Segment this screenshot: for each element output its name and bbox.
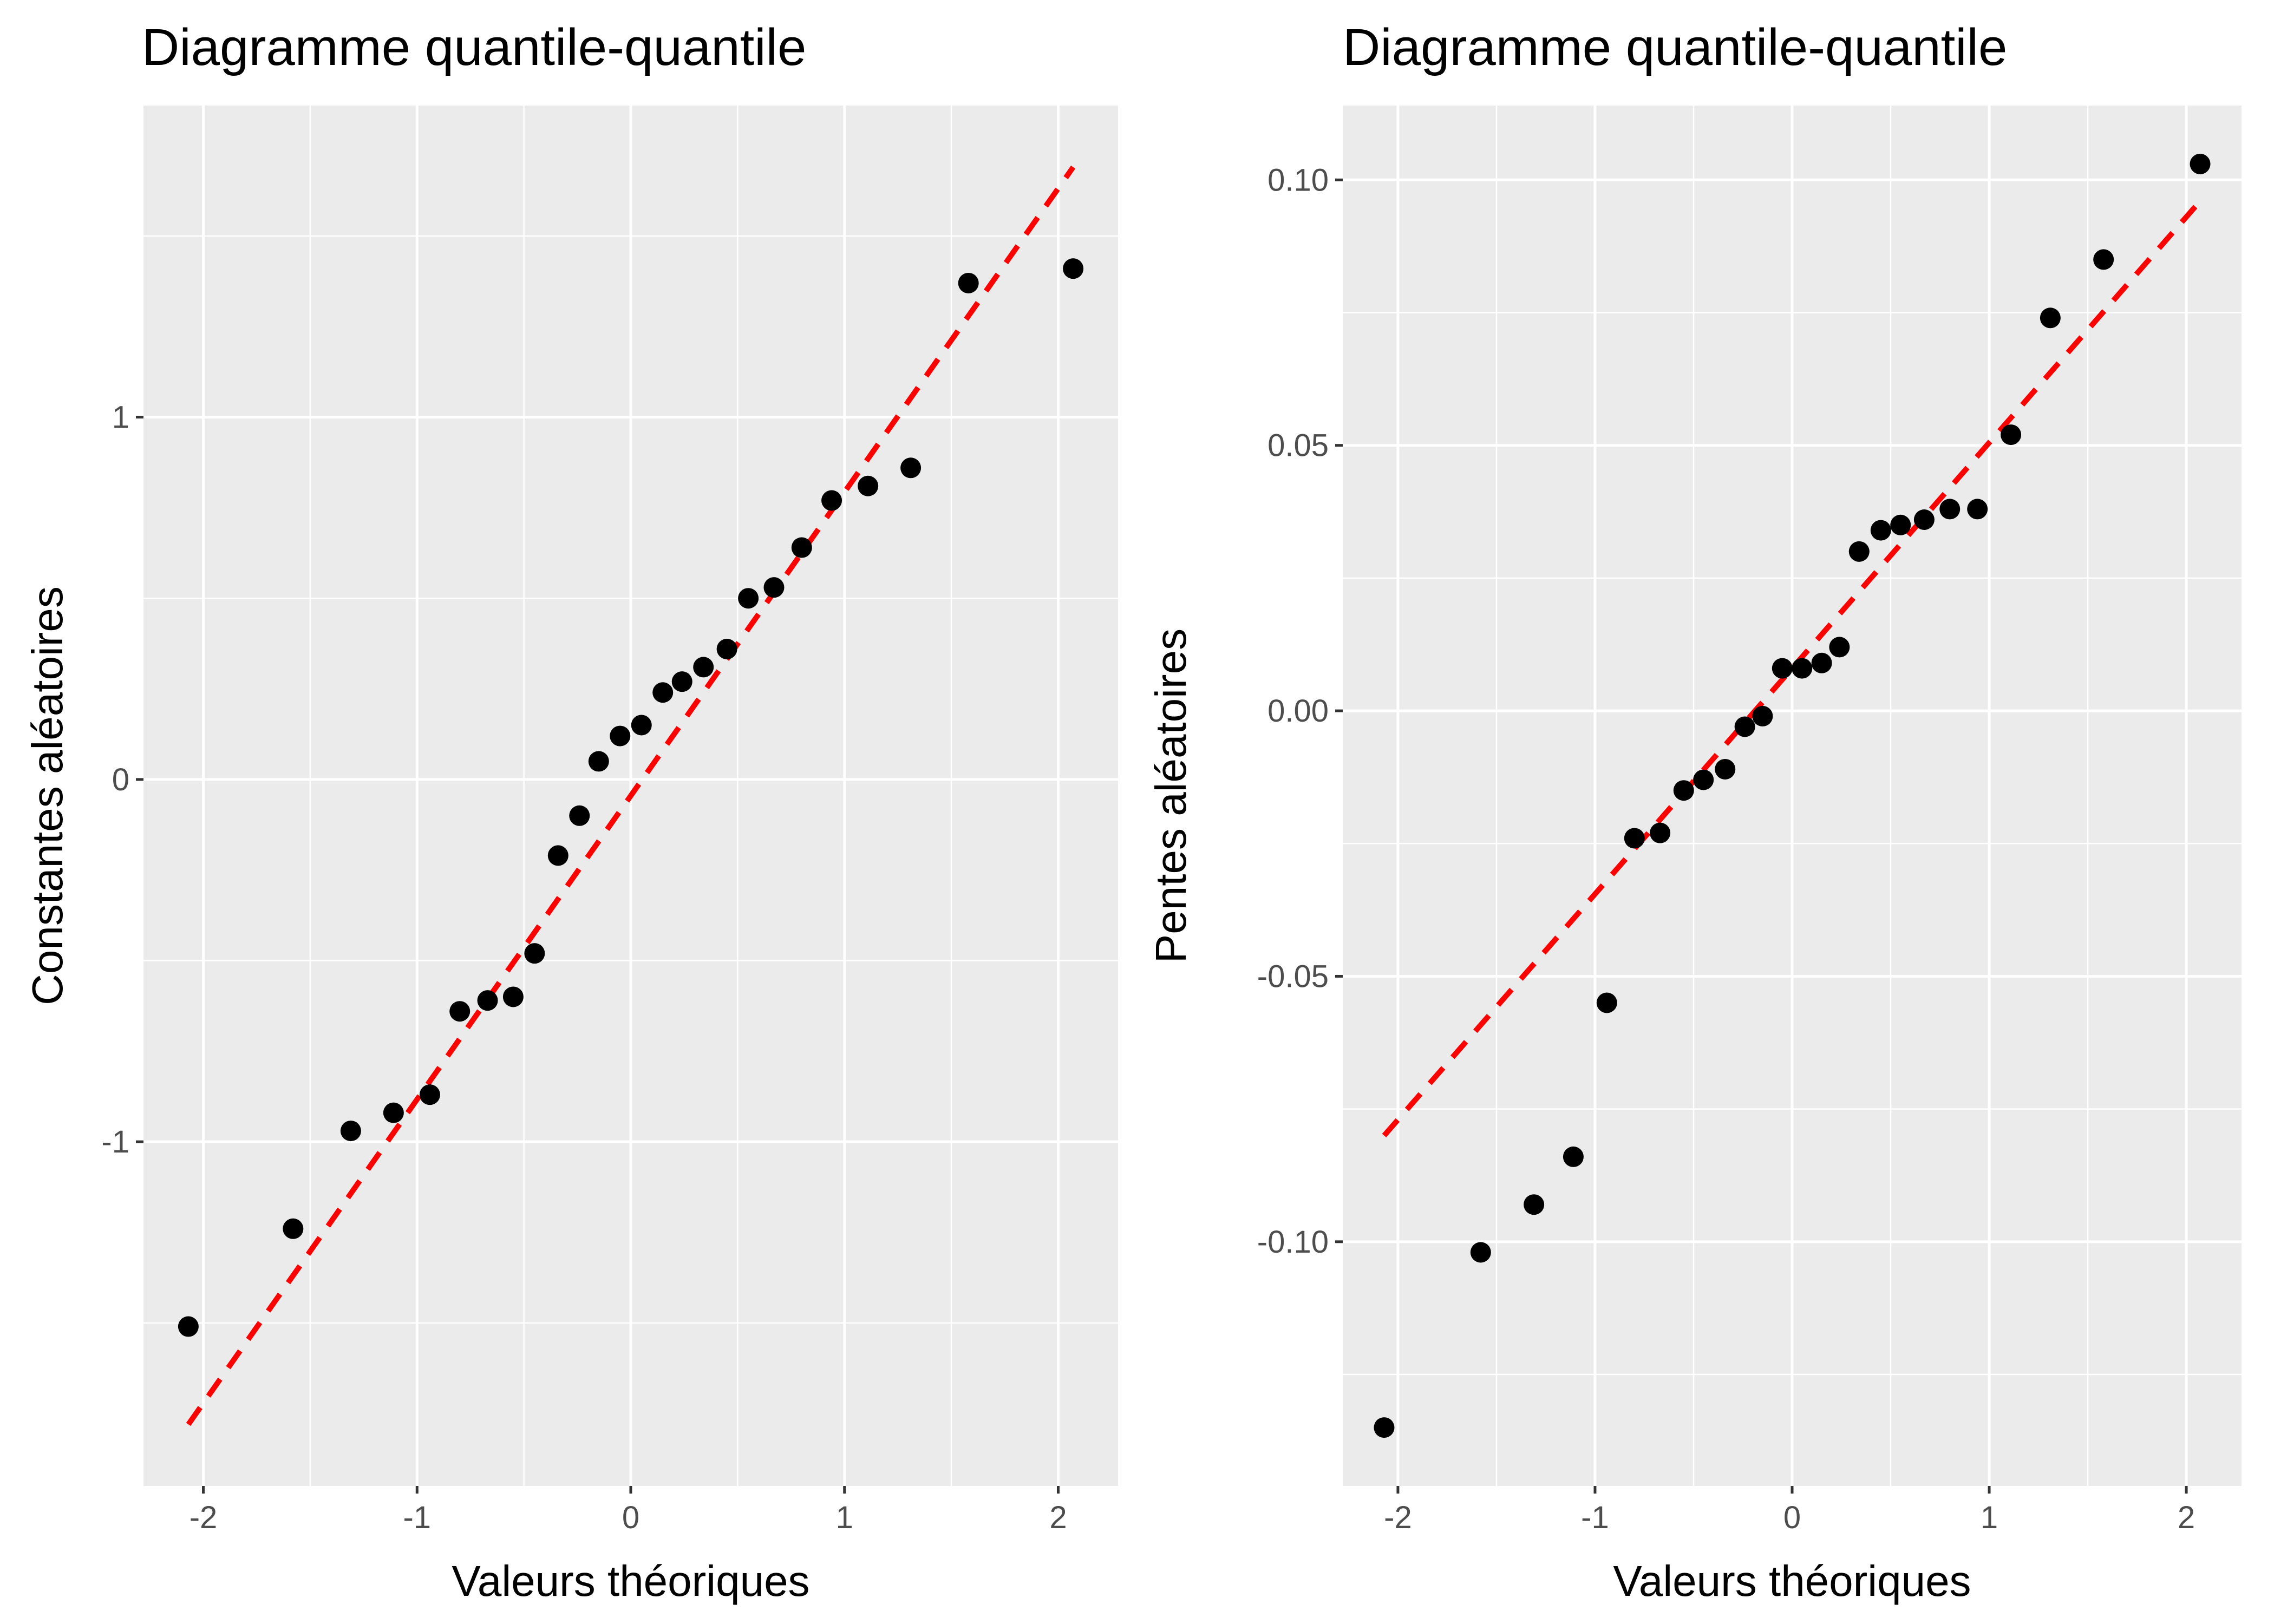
x-tick-label: -1 bbox=[403, 1500, 431, 1535]
data-point bbox=[610, 725, 631, 746]
y-tick-label: 0.00 bbox=[1267, 693, 1329, 729]
data-point bbox=[1673, 780, 1694, 801]
y-tick-label: 0 bbox=[112, 762, 129, 797]
reference-line bbox=[186, 165, 1076, 1426]
data-point bbox=[547, 845, 568, 866]
x-tick-label: -1 bbox=[1581, 1500, 1609, 1535]
data-point bbox=[671, 671, 692, 692]
data-point bbox=[1967, 499, 1988, 520]
x-axis-title: Valeurs théoriques bbox=[1613, 1557, 1971, 1605]
data-point bbox=[1870, 520, 1891, 541]
x-tick-label: -2 bbox=[1384, 1500, 1412, 1535]
data-point bbox=[791, 537, 812, 558]
y-tick-label: 0.10 bbox=[1267, 162, 1329, 198]
data-point bbox=[1792, 658, 1813, 679]
y-tick-label: -1 bbox=[101, 1124, 129, 1160]
data-point bbox=[652, 682, 674, 703]
data-point bbox=[2040, 307, 2061, 329]
data-point bbox=[524, 943, 545, 964]
data-point bbox=[1693, 769, 1714, 790]
data-point bbox=[569, 805, 590, 826]
data-point bbox=[1811, 652, 1832, 673]
y-tick-label: -0.05 bbox=[1257, 959, 1329, 994]
qq-plot-intercepts: -2 -1 0 1 2 -1 0 1 Diagramme quantile-quantile Va… bbox=[23, 18, 1118, 1605]
data-point bbox=[1913, 509, 1935, 530]
x-tick-label: 1 bbox=[836, 1500, 853, 1535]
y-tick-label: 0.05 bbox=[1267, 428, 1329, 463]
y-tick-label: 1 bbox=[112, 400, 129, 435]
data-point bbox=[738, 588, 759, 609]
x-tick-label: 1 bbox=[1981, 1500, 1998, 1535]
data-point bbox=[1063, 258, 1084, 279]
data-point bbox=[1939, 499, 1961, 520]
data-point bbox=[1470, 1242, 1491, 1263]
data-point bbox=[2190, 153, 2211, 174]
data-point bbox=[1715, 758, 1736, 780]
data-point bbox=[449, 1001, 471, 1022]
x-tick-label: 2 bbox=[2178, 1500, 2195, 1535]
qq-plot-slopes: -2 -1 0 1 2 -0.10 -0.05 0.00 0.05 0.10 Diagramme q… bbox=[1147, 18, 2242, 1605]
data-point bbox=[1890, 514, 1911, 535]
data-point bbox=[1650, 822, 1671, 843]
x-tick-label: 0 bbox=[622, 1500, 639, 1535]
data-point bbox=[383, 1102, 404, 1123]
data-point bbox=[2093, 249, 2114, 270]
data-point bbox=[1734, 716, 1755, 737]
data-point bbox=[900, 457, 922, 479]
data-point bbox=[693, 657, 714, 678]
data-point bbox=[1829, 637, 1850, 658]
data-point bbox=[1772, 658, 1793, 679]
x-tick-label: -2 bbox=[190, 1500, 218, 1535]
data-point bbox=[477, 990, 498, 1011]
data-point bbox=[631, 715, 652, 736]
data-point bbox=[588, 751, 609, 772]
chart-title: Diagramme quantile-quantile bbox=[1343, 18, 2007, 76]
data-point bbox=[340, 1121, 361, 1142]
chart-title: Diagramme quantile-quantile bbox=[142, 18, 806, 76]
data-point bbox=[178, 1316, 199, 1337]
x-axis-title: Valeurs théoriques bbox=[452, 1557, 809, 1605]
y-axis-title: Constantes aléatoires bbox=[23, 586, 71, 1005]
data-point bbox=[763, 577, 785, 598]
data-point bbox=[283, 1218, 304, 1239]
y-tick-label: -0.10 bbox=[1257, 1224, 1329, 1260]
data-point bbox=[1563, 1146, 1584, 1167]
data-point bbox=[1596, 992, 1617, 1013]
data-point bbox=[821, 490, 842, 511]
data-point bbox=[716, 638, 737, 659]
data-point bbox=[1624, 828, 1645, 849]
data-point bbox=[2001, 424, 2022, 446]
data-point bbox=[858, 475, 879, 496]
x-tick-label: 2 bbox=[1049, 1500, 1067, 1535]
data-point bbox=[1374, 1417, 1395, 1438]
x-tick-label: 0 bbox=[1783, 1500, 1801, 1535]
data-point bbox=[502, 986, 524, 1007]
data-point bbox=[1848, 541, 1870, 562]
data-point bbox=[419, 1084, 440, 1105]
data-point bbox=[1524, 1194, 1545, 1215]
y-axis-title: Pentes aléatoires bbox=[1147, 628, 1195, 963]
data-point bbox=[1752, 705, 1773, 726]
data-point bbox=[958, 272, 979, 293]
